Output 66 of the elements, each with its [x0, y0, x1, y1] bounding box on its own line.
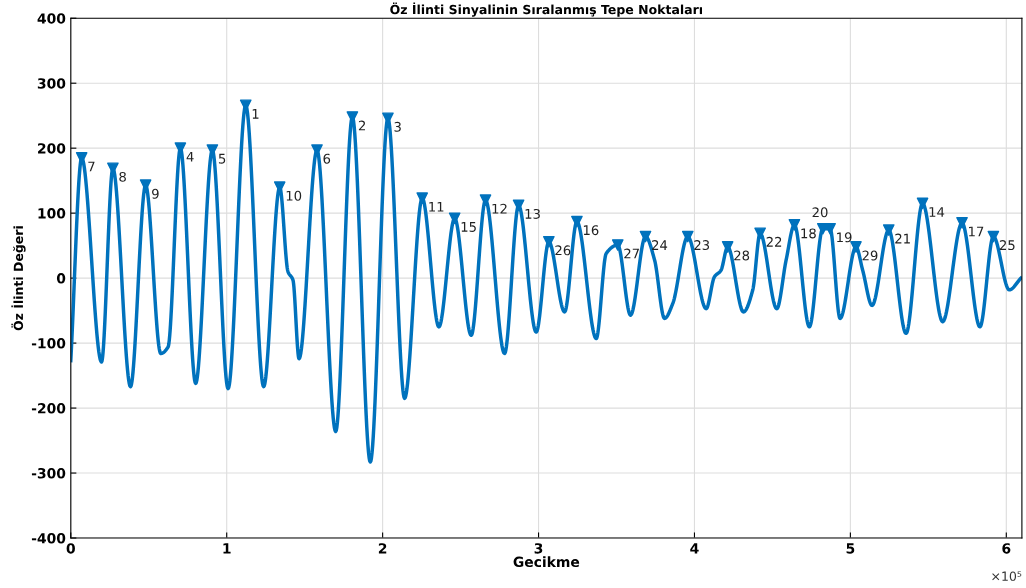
point: [987, 230, 1000, 243]
x-tick-label: 3: [534, 543, 543, 554]
x-tick-label: 5: [846, 543, 855, 554]
point: [611, 239, 624, 251]
point: [512, 199, 525, 212]
annotation: 12: [492, 203, 507, 214]
annotation: 28: [734, 250, 750, 261]
y-tick-label: 400: [37, 13, 66, 24]
point: [754, 227, 766, 240]
point: [788, 219, 801, 231]
annotation: 18: [801, 228, 816, 239]
annotation: 27: [624, 248, 639, 259]
annotation: 19: [837, 232, 852, 243]
y-tick-label: 100: [38, 208, 66, 219]
annotation: 8: [119, 171, 126, 182]
x-tick-label: 0: [66, 543, 75, 554]
y-tick-label: -100: [31, 338, 66, 349]
annotation: 10: [286, 190, 302, 201]
point: [721, 241, 734, 253]
annotation: 1: [252, 109, 259, 119]
point: [416, 192, 429, 205]
x-tick-label: 2: [378, 543, 387, 554]
annotation: 21: [895, 233, 910, 244]
annotation: 17: [969, 226, 984, 237]
annotation: 22: [766, 236, 782, 247]
annotation: 5: [218, 153, 226, 164]
point: [850, 241, 862, 253]
x-axis-title: Gecikme: [513, 556, 580, 568]
point: [571, 215, 583, 228]
point: [956, 217, 968, 229]
y-tick-label: 200: [38, 143, 66, 154]
y-axis-title: Öz İlinti Değeri: [11, 226, 26, 331]
y-tick-label: 300: [37, 78, 66, 89]
point: [542, 235, 555, 248]
y-tick-label: -400: [31, 532, 66, 544]
annotation: 24: [652, 240, 668, 250]
annotation: 13: [525, 208, 540, 219]
point: [479, 194, 492, 207]
point: [448, 212, 461, 225]
annotation: 23: [694, 240, 710, 251]
annotation: 9: [152, 188, 159, 199]
point: [916, 197, 929, 210]
point: [639, 230, 652, 243]
text: ×10⁵: [992, 571, 1022, 581]
annotation: 2: [358, 120, 366, 131]
annotation: 29: [862, 250, 878, 261]
annotation: 20: [812, 207, 828, 218]
annotation: 11: [429, 201, 444, 212]
y-tick-label: -200: [31, 403, 66, 414]
y-tick-label: -300: [31, 468, 66, 479]
annotation: 4: [186, 151, 194, 162]
point: [882, 224, 895, 236]
annotation: 26: [555, 245, 571, 256]
y-tick-label: 0: [56, 273, 66, 284]
annotation: 7: [88, 161, 95, 172]
x-tick-label: 6: [1002, 543, 1011, 554]
x-tick-label: 1: [223, 543, 231, 554]
chart-title: Öz İlinti Sinyalinin Sıralanmış Tepe Noktaları: [390, 2, 703, 17]
annotation: 14: [929, 207, 945, 217]
annotation: 6: [323, 153, 331, 164]
annotation: 16: [583, 225, 599, 236]
annotation: 25: [999, 240, 1015, 251]
annotation: 3: [394, 121, 401, 132]
annotation: 15: [461, 222, 476, 232]
x-tick-label: 4: [690, 543, 699, 554]
point: [681, 230, 694, 243]
